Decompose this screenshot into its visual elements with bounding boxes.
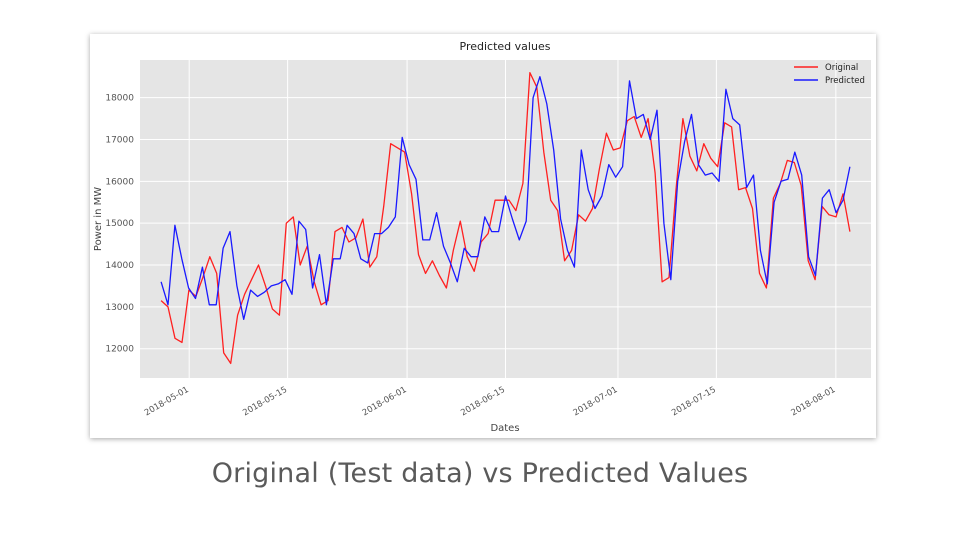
x-tick-label: 2018-08-01 bbox=[790, 385, 838, 418]
y-tick-label: 16000 bbox=[105, 177, 134, 187]
x-tick-label: 2018-05-01 bbox=[143, 385, 191, 418]
legend-label-predicted: Predicted bbox=[825, 76, 865, 86]
y-axis-title: Power in MW bbox=[93, 187, 104, 251]
y-tick-label: 14000 bbox=[105, 261, 134, 271]
x-tick-labels: 2018-05-01 2018-05-15 2018-06-01 2018-06-15… bbox=[143, 385, 837, 418]
chart-title: Predicted values bbox=[460, 40, 551, 53]
y-tick-label: 12000 bbox=[105, 345, 134, 355]
x-tick-label: 2018-07-15 bbox=[670, 385, 718, 418]
x-axis-title: Dates bbox=[490, 423, 519, 434]
slide-caption: Original (Test data) vs Predicted Values bbox=[211, 458, 749, 489]
legend-label-original: Original bbox=[825, 63, 858, 73]
series-line-original bbox=[160, 71, 851, 365]
series-line-predicted bbox=[160, 76, 851, 321]
x-tick-label: 2018-05-15 bbox=[241, 385, 289, 418]
y-tick-label: 13000 bbox=[105, 303, 134, 313]
y-tick-label: 18000 bbox=[105, 94, 134, 104]
x-tick-label: 2018-06-15 bbox=[459, 385, 507, 418]
y-tick-label: 15000 bbox=[105, 219, 134, 229]
y-tick-labels: 12000 13000 14000 15000 16000 17000 18000 bbox=[105, 94, 134, 355]
legend: Original Predicted bbox=[794, 63, 865, 86]
series-lines bbox=[160, 71, 851, 365]
chart-figure: 12000 13000 14000 15000 16000 17000 18000 2018… bbox=[90, 34, 876, 438]
y-tick-label: 17000 bbox=[105, 136, 134, 146]
grid-lines bbox=[140, 60, 871, 378]
x-tick-label: 2018-07-01 bbox=[572, 385, 620, 418]
line-chart: 12000 13000 14000 15000 16000 17000 18000 2018… bbox=[93, 40, 871, 434]
x-tick-label: 2018-06-01 bbox=[361, 385, 409, 418]
